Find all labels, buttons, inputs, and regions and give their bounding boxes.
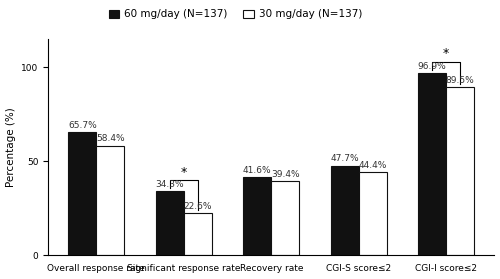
Bar xyxy=(68,132,96,255)
Text: 34.3%: 34.3% xyxy=(156,180,184,189)
Text: 39.4%: 39.4% xyxy=(271,170,300,179)
Text: 89.5%: 89.5% xyxy=(446,76,474,85)
Bar xyxy=(330,166,358,255)
Legend: 60 mg/day (N=137), 30 mg/day (N=137): 60 mg/day (N=137), 30 mg/day (N=137) xyxy=(104,5,366,24)
Text: 65.7%: 65.7% xyxy=(68,121,96,129)
Bar xyxy=(418,73,446,255)
Bar xyxy=(272,181,299,255)
Text: *: * xyxy=(180,166,187,179)
Bar xyxy=(96,146,124,255)
Bar xyxy=(244,177,272,255)
Text: 96.9%: 96.9% xyxy=(418,62,446,71)
Text: 41.6%: 41.6% xyxy=(243,166,272,175)
Text: 58.4%: 58.4% xyxy=(96,134,124,143)
Text: 44.4%: 44.4% xyxy=(358,161,387,170)
Y-axis label: Percentage (%): Percentage (%) xyxy=(6,107,16,187)
Text: 22.6%: 22.6% xyxy=(184,202,212,211)
Bar xyxy=(358,172,386,255)
Bar xyxy=(156,191,184,255)
Bar xyxy=(184,213,212,255)
Text: *: * xyxy=(443,47,450,60)
Text: 47.7%: 47.7% xyxy=(330,154,359,163)
Bar xyxy=(446,87,474,255)
